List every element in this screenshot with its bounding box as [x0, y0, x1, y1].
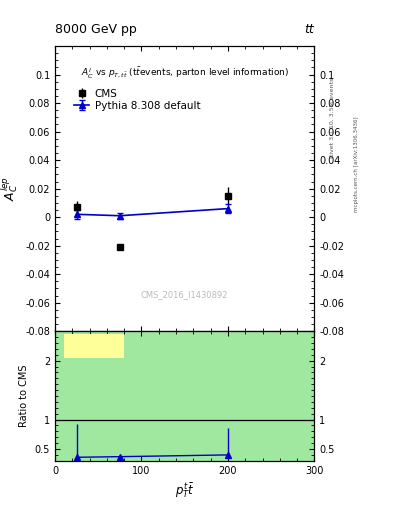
X-axis label: $p^t_T\bar{t}$: $p^t_T\bar{t}$	[175, 481, 195, 500]
Text: tt: tt	[305, 23, 314, 36]
Legend: CMS, Pythia 8.308 default: CMS, Pythia 8.308 default	[71, 86, 203, 114]
Text: mcplots.cern.ch [arXiv:1306.3436]: mcplots.cern.ch [arXiv:1306.3436]	[354, 116, 359, 211]
Text: Rivet 3.1.10, 3.5M events: Rivet 3.1.10, 3.5M events	[330, 78, 335, 158]
Y-axis label: Ratio to CMS: Ratio to CMS	[19, 365, 29, 427]
Y-axis label: $A^{lep}_C$: $A^{lep}_C$	[0, 176, 20, 201]
Text: CMS_2016_I1430892: CMS_2016_I1430892	[141, 290, 228, 298]
Text: 8000 GeV pp: 8000 GeV pp	[55, 23, 137, 36]
Text: $A^l_C$ vs $p_{T,t\bar{t}}$ (t$\bar{t}$events, parton level information): $A^l_C$ vs $p_{T,t\bar{t}}$ (t$\bar{t}$e…	[81, 66, 289, 81]
Bar	[64, 334, 124, 358]
